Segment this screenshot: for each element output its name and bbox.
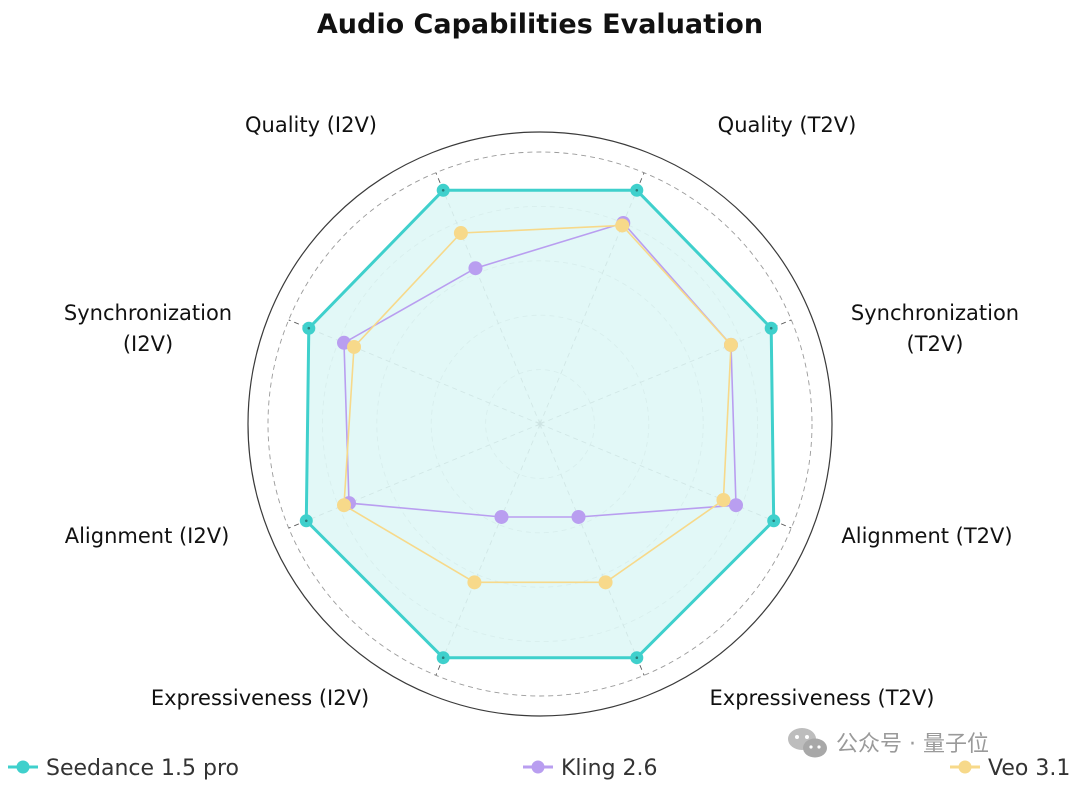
point-center-dot (304, 519, 308, 523)
legend-item-2: Kling 2.6 (523, 756, 658, 781)
legend-label: Seedance 1.5 pro (46, 756, 239, 781)
watermark: 公众号 · 量子位 (788, 728, 989, 758)
legend-label: Kling 2.6 (561, 756, 658, 781)
axis-label-8: Quality (I2V) (245, 113, 377, 137)
point-center-dot (635, 188, 639, 192)
chart-title: Audio Capabilities Evaluation (317, 9, 763, 40)
series-polygon (304, 188, 776, 660)
point-center-dot (635, 656, 639, 660)
legend-label: Veo 3.1 (988, 756, 1070, 781)
legend-item-3: Veo 3.1 (950, 756, 1070, 781)
series-seedance-1-5-pro (299, 183, 781, 665)
series-point-8 (453, 226, 468, 241)
series-point-6 (336, 498, 351, 513)
axis-label-2: Synchronization (T2V) (851, 301, 1019, 356)
series-point-5 (467, 575, 482, 590)
series-point-3 (729, 498, 744, 513)
grid-ring-5 (267, 151, 813, 697)
point-center-dot (441, 188, 445, 192)
radar-series (299, 183, 781, 665)
legend-item-1: Seedance 1.5 pro (8, 756, 239, 781)
point-center-dot (307, 326, 311, 330)
watermark-text: 公众号 · 量子位 (836, 732, 989, 757)
series-veo-3-1 (336, 218, 738, 590)
series-point-1 (615, 218, 630, 233)
series-point-2 (723, 337, 738, 352)
series-point-4 (571, 509, 586, 524)
outer-boundary-circle (247, 131, 833, 717)
series-point-5 (494, 509, 509, 524)
legend-marker (958, 760, 972, 774)
legend-marker (16, 760, 30, 774)
series-point-8 (468, 261, 483, 276)
legend-marker (531, 760, 545, 774)
legend: Seedance 1.5 pro Kling 2.6 Veo 3.1 (8, 756, 1070, 781)
axis-label-1: Quality (T2V) (718, 113, 857, 137)
wechat-icon (788, 728, 827, 758)
point-center-dot (441, 656, 445, 660)
point-center-dot (769, 326, 773, 330)
series-point-4 (598, 575, 613, 590)
axis-label-4: Expressiveness (T2V) (710, 686, 935, 710)
series-point-3 (716, 492, 731, 507)
axis-labels: Quality (T2V) Synchronization (T2V) Alignme… (64, 113, 1019, 710)
point-center-dot (772, 519, 776, 523)
axis-label-7: Synchronization (I2V) (64, 301, 232, 356)
axis-label-5: Expressiveness (I2V) (151, 686, 369, 710)
axis-label-6: Alignment (I2V) (65, 524, 230, 548)
series-point-7 (347, 339, 362, 354)
axis-label-3: Alignment (T2V) (841, 524, 1012, 548)
